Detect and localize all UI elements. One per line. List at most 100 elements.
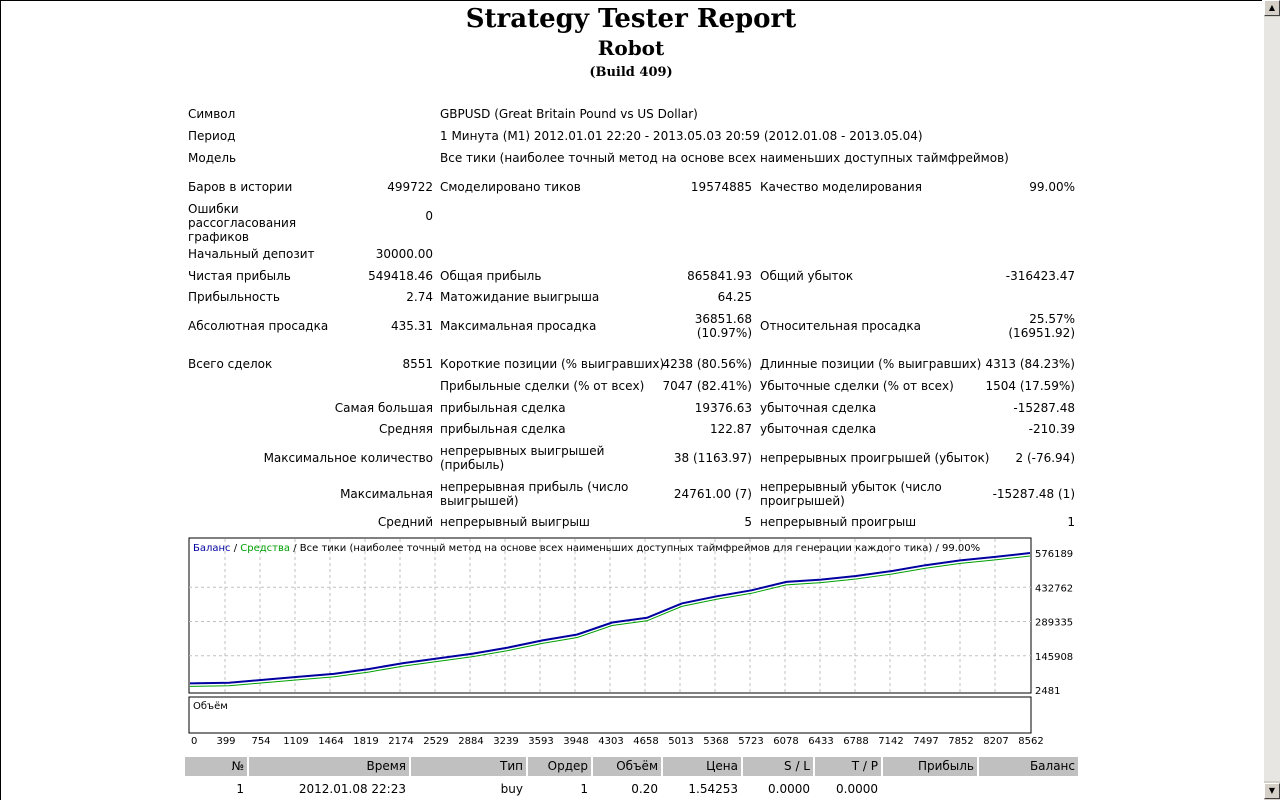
- volume-panel: [188, 696, 1032, 734]
- column-header: Цена: [663, 757, 741, 776]
- column-header: S / L: [743, 757, 813, 776]
- maximal-label: Максимальная: [340, 487, 433, 501]
- average-profit-value: 122.87: [710, 422, 752, 436]
- net-profit-label: Чистая прибыль: [188, 269, 291, 283]
- avg-consecutive-wins-label: непрерывный выигрыш: [440, 515, 590, 529]
- x-tick-label: 6788: [843, 736, 868, 747]
- quality-label: Качество моделирования: [760, 180, 922, 194]
- table-cell: 0.0000: [768, 782, 810, 796]
- net-profit-value: 549418.46: [368, 269, 433, 283]
- column-header: Время: [249, 757, 409, 776]
- gross-profit-value: 865841.93: [687, 269, 752, 283]
- maximal-profit-label: непрерывная прибыль (число выигрышей): [440, 480, 629, 508]
- max-count-losses-label: непрерывных проигрышей (убыток): [760, 451, 990, 465]
- column-header: T / P: [815, 757, 881, 776]
- avg-consecutive-losses-label: непрерывный проигрыш: [760, 515, 917, 529]
- x-tick-label: 2529: [423, 736, 448, 747]
- chart-grid: [189, 539, 1031, 732]
- avg-consecutive-wins-value: 5: [744, 515, 752, 529]
- report-title: Strategy Tester Report: [465, 4, 797, 34]
- bars-value: 499722: [387, 180, 433, 194]
- x-tick-label: 4658: [633, 736, 658, 747]
- profit-trades-value: 7047 (82.41%): [662, 379, 752, 393]
- x-tick-label: 7497: [913, 736, 938, 747]
- x-tick-label: 3239: [493, 736, 518, 747]
- table-cell: buy: [500, 782, 523, 796]
- x-tick-label: 399: [216, 736, 235, 747]
- x-tick-label: 2174: [388, 736, 413, 747]
- errors-value: 0: [425, 209, 433, 223]
- table-cell: 1.54253: [688, 782, 738, 796]
- x-tick-label: 5368: [703, 736, 728, 747]
- balance-line: [189, 552, 1031, 685]
- gross-loss-value: -316423.47: [1005, 269, 1075, 283]
- long-positions-value: 4313 (84.23%): [985, 357, 1075, 371]
- table-cell: 0.0000: [836, 782, 878, 796]
- profit-factor-value: 2.74: [406, 290, 433, 304]
- table-cell: 1: [236, 782, 244, 796]
- avg-consecutive-label: Средний: [377, 515, 433, 529]
- x-tick-label: 2884: [458, 736, 483, 747]
- chart-series: [189, 552, 1031, 687]
- x-tick-label: 6433: [808, 736, 833, 747]
- model-label: Модель: [188, 151, 237, 165]
- ticks-label: Смоделировано тиков: [440, 180, 581, 194]
- largest-loss-value: -15287.48: [1013, 401, 1075, 415]
- expert-name: Robot: [597, 36, 665, 60]
- rel-drawdown-label: Относительная просадка: [760, 319, 922, 333]
- max-count-wins-value: 38 (1163.97): [673, 451, 752, 465]
- long-positions-label: Длинные позиции (% выигравших): [760, 357, 982, 371]
- largest-profit-label: прибыльная сделка: [440, 401, 566, 415]
- ticks-value: 19574885: [690, 180, 752, 194]
- largest-profit-value: 19376.63: [694, 401, 752, 415]
- maximal-loss-label: непрерывный убыток (число проигрышей): [760, 480, 942, 508]
- chart-legend: Баланс / Средства / Все тики (наиболее т…: [193, 543, 980, 554]
- column-header: Тип: [411, 757, 526, 776]
- period-value: 1 Минута (M1) 2012.01.01 22:20 - 2013.05…: [440, 129, 923, 143]
- x-tick-label: 1819: [353, 736, 378, 747]
- scroll-down-arrow-icon[interactable]: ▼: [1264, 783, 1280, 799]
- largest-loss-label: убыточная сделка: [760, 401, 877, 415]
- table-cell: 0.20: [631, 782, 658, 796]
- profit-factor-label: Прибыльность: [188, 290, 280, 304]
- max-count-losses-value: 2 (-76.94): [1015, 451, 1076, 465]
- x-tick-label: 5013: [668, 736, 693, 747]
- gross-loss-label: Общий убыток: [760, 269, 854, 283]
- largest-label: Самая большая: [334, 401, 433, 415]
- quality-value: 99.00%: [1029, 180, 1075, 194]
- y-tick-label: 289335: [1035, 618, 1073, 629]
- x-tick-label: 1464: [318, 736, 343, 747]
- x-tick-label: 7852: [948, 736, 973, 747]
- scrollbar-track[interactable]: [1264, 17, 1280, 781]
- legend-separator: /: [231, 543, 241, 554]
- max-drawdown-label: Максимальная просадка: [440, 319, 597, 333]
- y-tick-label: 2481: [1035, 686, 1060, 697]
- x-tick-label: 6078: [773, 736, 798, 747]
- loss-trades-label: Убыточные сделки (% от всех): [760, 379, 954, 393]
- y-tick-label: 145908: [1035, 652, 1073, 663]
- scroll-up-arrow-icon[interactable]: ▲: [1264, 0, 1280, 16]
- column-header: Объём: [593, 757, 661, 776]
- total-trades-value: 8551: [402, 357, 433, 371]
- balance-chart: Баланс / Средства / Все тики (наиболее т…: [187, 537, 1077, 747]
- y-axis-ticks: 576189 432762 289335 145908 2481: [1035, 549, 1073, 697]
- x-tick-label: 5723: [738, 736, 763, 747]
- chart-plot-area: [188, 537, 1032, 694]
- legend-balance: Баланс: [193, 543, 231, 554]
- short-positions-label: Короткие позиции (% выигравших): [440, 357, 665, 371]
- avg-consecutive-losses-value: 1: [1067, 515, 1075, 529]
- period-label: Период: [188, 129, 236, 143]
- x-tick-label: 4303: [598, 736, 623, 747]
- errors-label: Ошибки рассогласования графиков: [188, 202, 297, 244]
- x-tick-label: 3948: [563, 736, 588, 747]
- symbol-value: GBPUSD (Great Britain Pound vs US Dollar…: [440, 107, 698, 121]
- max-drawdown-value: 36851.68 (10.97%): [694, 312, 752, 340]
- expected-payoff-label: Матожидание выигрыша: [440, 290, 600, 304]
- average-loss-label: убыточная сделка: [760, 422, 877, 436]
- x-tick-label: 0: [191, 736, 197, 747]
- max-count-wins-label: непрерывных выигрышей (прибыль): [440, 444, 605, 472]
- table-cell: 2012.01.08 22:23: [298, 782, 406, 796]
- average-label: Средняя: [379, 422, 433, 436]
- expected-payoff-value: 64.25: [717, 290, 752, 304]
- vertical-scrollbar[interactable]: ▲ ▼: [1263, 0, 1280, 800]
